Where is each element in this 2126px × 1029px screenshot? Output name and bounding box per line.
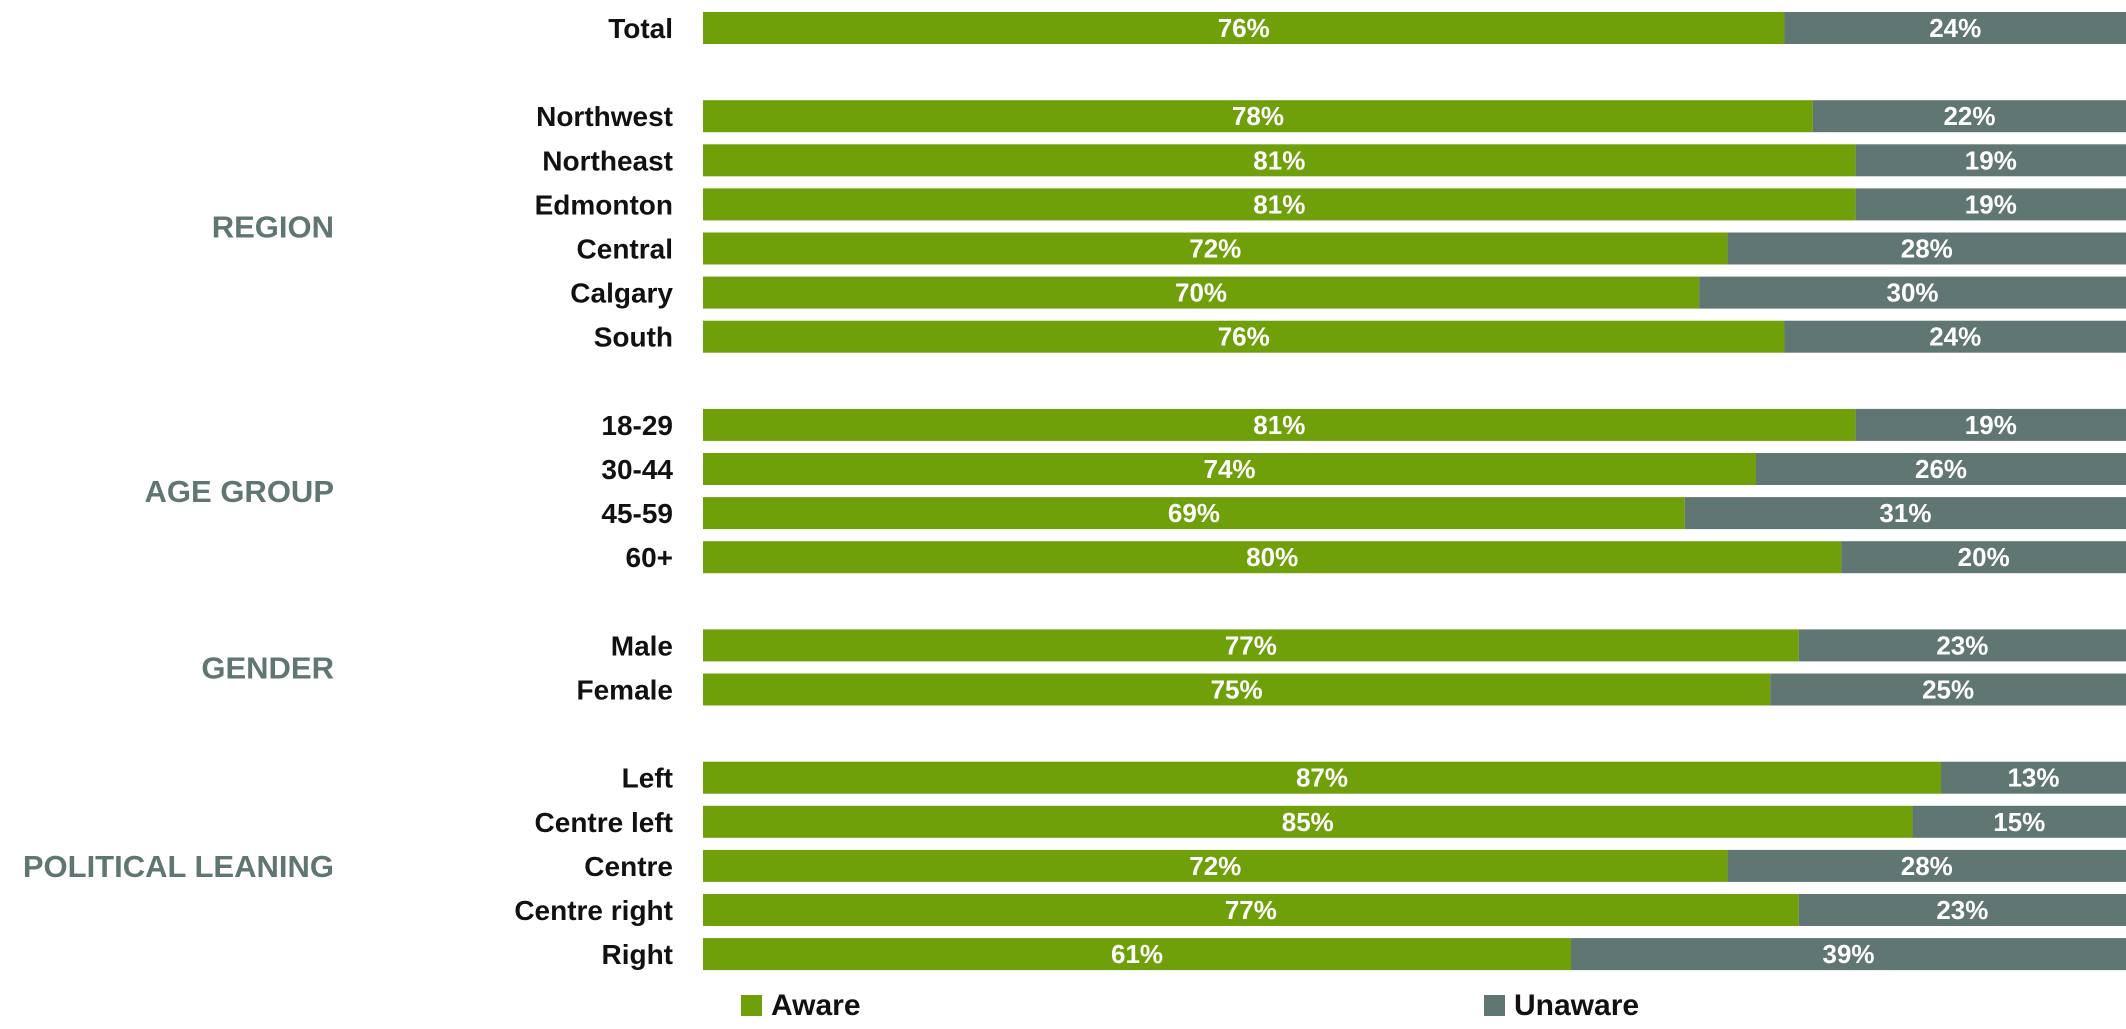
bar-unaware-centre (1727, 849, 2126, 882)
legend-swatch-aware (741, 995, 762, 1016)
bar-unaware-left (1941, 761, 2126, 794)
data-label-aware-60: 80% (1246, 542, 1298, 572)
bar-unaware-30-44 (1756, 453, 2126, 485)
bar-aware-female (703, 673, 1771, 706)
data-label-aware-45-59: 69% (1168, 498, 1220, 528)
legend-label-unaware: Unaware (1514, 989, 1639, 1022)
bar-unaware-south (1784, 320, 2126, 353)
data-label-unaware-northwest: 22% (1943, 101, 1995, 131)
row-label-male: Male (611, 630, 673, 661)
bar-unaware-female (1770, 673, 2126, 706)
data-label-aware-left: 87% (1296, 763, 1348, 793)
bar-aware-male (703, 629, 1799, 662)
bar-aware-northeast (703, 144, 1856, 177)
data-label-unaware-male: 23% (1936, 630, 1988, 660)
bar-unaware-centre-left (1912, 805, 2126, 838)
data-label-unaware-centre-right: 23% (1936, 895, 1988, 925)
bar-unaware-total (1784, 12, 2126, 44)
bar-unaware-45-59 (1684, 497, 2126, 530)
bar-aware-18-29 (703, 408, 1856, 441)
bar-aware-total (703, 12, 1785, 44)
bar-aware-right (703, 938, 1572, 971)
bar-aware-south (703, 320, 1785, 353)
data-label-unaware-edmonton: 19% (1965, 189, 2017, 219)
bar-aware-centre-right (703, 894, 1799, 926)
data-label-aware-northwest: 78% (1232, 101, 1284, 131)
row-label-60: 60+ (626, 542, 674, 573)
data-label-aware-total: 76% (1218, 13, 1270, 43)
row-label-18-29: 18-29 (601, 410, 673, 441)
data-label-unaware-60: 20% (1958, 542, 2010, 572)
row-label-45-59: 45-59 (601, 498, 673, 529)
data-label-aware-centre: 72% (1189, 851, 1241, 881)
bar-unaware-calgary (1699, 276, 2126, 309)
data-label-unaware-calgary: 30% (1887, 278, 1939, 308)
data-label-unaware-total: 24% (1929, 13, 1981, 43)
data-label-aware-18-29: 81% (1253, 410, 1305, 440)
data-label-aware-female: 75% (1211, 675, 1263, 705)
group-label-region: REGION (212, 209, 334, 244)
data-label-unaware-30-44: 26% (1915, 454, 1967, 484)
row-label-south: South (594, 322, 673, 353)
data-label-unaware-centre-left: 15% (1993, 807, 2045, 837)
bar-aware-centre-left (703, 805, 1913, 838)
row-label-30-44: 30-44 (601, 454, 673, 485)
group-label-age-group: AGE GROUP (145, 474, 334, 509)
row-label-right: Right (601, 939, 673, 970)
legend-label-aware: Aware (771, 989, 861, 1022)
data-label-unaware-central: 28% (1901, 234, 1953, 264)
legend-swatch-unaware (1484, 995, 1505, 1016)
row-label-total: Total (608, 13, 673, 44)
bar-aware-60 (703, 541, 1842, 574)
bar-unaware-male (1798, 629, 2126, 662)
row-label-centre-right: Centre right (514, 895, 673, 926)
bar-aware-central (703, 232, 1728, 265)
row-label-northwest: Northwest (536, 101, 673, 132)
data-label-unaware-female: 25% (1922, 675, 1974, 705)
data-label-aware-male: 77% (1225, 630, 1277, 660)
bar-unaware-northwest (1812, 100, 2126, 133)
row-label-centre: Centre (584, 851, 673, 882)
data-label-aware-right: 61% (1111, 939, 1163, 969)
data-label-aware-centre-left: 85% (1282, 807, 1334, 837)
data-label-unaware-left: 13% (2007, 763, 2059, 793)
bar-aware-left (703, 761, 1942, 794)
bar-unaware-centre-right (1798, 894, 2126, 926)
group-label-political-leaning: POLITICAL LEANING (23, 849, 334, 884)
row-label-edmonton: Edmonton (535, 189, 673, 220)
data-label-unaware-right: 39% (1822, 939, 1874, 969)
row-label-central: Central (577, 234, 673, 265)
data-label-aware-calgary: 70% (1175, 278, 1227, 308)
data-label-aware-edmonton: 81% (1253, 189, 1305, 219)
data-label-aware-central: 72% (1189, 234, 1241, 264)
bar-unaware-edmonton (1855, 188, 2126, 221)
bar-unaware-18-29 (1855, 408, 2126, 441)
row-label-left: Left (622, 763, 673, 794)
group-label-gender: GENDER (201, 650, 334, 685)
bar-unaware-central (1727, 232, 2126, 265)
row-label-centre-left: Centre left (535, 807, 673, 838)
bar-aware-northwest (703, 100, 1813, 133)
data-label-aware-south: 76% (1218, 322, 1270, 352)
bar-aware-calgary (703, 276, 1700, 309)
row-label-female: Female (577, 675, 674, 706)
bar-aware-30-44 (703, 453, 1757, 485)
data-label-aware-30-44: 74% (1203, 454, 1255, 484)
data-label-unaware-northeast: 19% (1965, 145, 2017, 175)
bar-aware-edmonton (703, 188, 1856, 221)
row-label-northeast: Northeast (542, 145, 673, 176)
bar-aware-45-59 (703, 497, 1685, 530)
data-label-unaware-south: 24% (1929, 322, 1981, 352)
data-label-unaware-centre: 28% (1901, 851, 1953, 881)
data-label-aware-northeast: 81% (1253, 145, 1305, 175)
bar-unaware-60 (1841, 541, 2126, 574)
row-label-calgary: Calgary (570, 278, 673, 309)
bar-unaware-northeast (1855, 144, 2126, 177)
bar-unaware-right (1571, 938, 2126, 971)
data-label-unaware-45-59: 31% (1879, 498, 1931, 528)
bar-aware-centre (703, 849, 1728, 882)
data-label-unaware-18-29: 19% (1965, 410, 2017, 440)
data-label-aware-centre-right: 77% (1225, 895, 1277, 925)
